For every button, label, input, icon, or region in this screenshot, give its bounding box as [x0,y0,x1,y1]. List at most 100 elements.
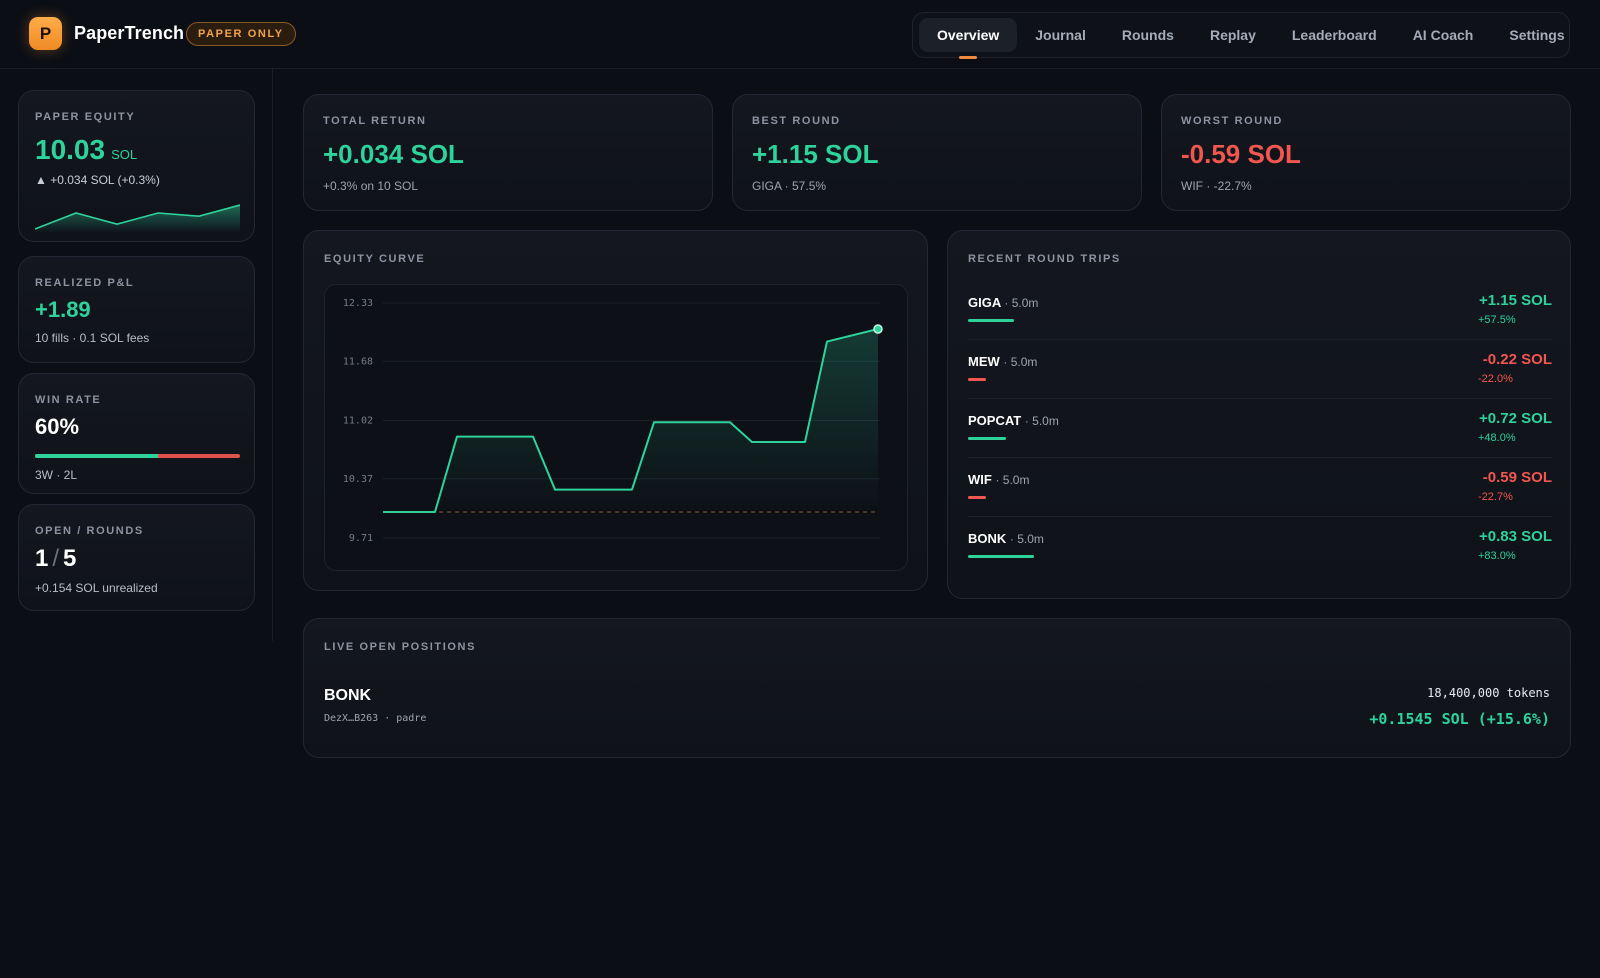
trip-duration: · 5.0m [1009,532,1044,546]
trip-duration: · 5.0m [1024,414,1059,428]
total-return-sub: +0.3% on 10 SOL [323,179,419,193]
nav-tab-label: Leaderboard [1291,27,1377,43]
trip-symbol: POPCAT · 5.0m [968,413,1059,428]
trip-symbol: GIGA · 5.0m [968,295,1038,310]
nav-tab-settings[interactable]: Settings [1491,18,1582,52]
live-open-positions-label: LIVE OPEN POSITIONS [324,641,477,653]
trip-duration: · 5.0m [995,473,1030,487]
nav-tab-overview[interactable]: Overview [919,18,1018,59]
y-tick-label: 10.37 [343,474,373,485]
y-tick-label: 11.02 [343,416,373,427]
open-rounds-value: 1/5 [35,545,76,573]
paper-equity-value: 10.03 SOL [35,134,137,166]
paper-equity-label: PAPER EQUITY [35,111,136,123]
equity-curve-chart[interactable]: 12.33 11.68 11.02 10.37 9.71 [324,284,908,571]
rounds-count: 5 [63,545,77,572]
nav-tab-replay[interactable]: Replay [1192,18,1274,52]
nav-tab-label: AI Coach [1412,27,1474,43]
worst-round-value: -0.59 SOL [1181,139,1301,169]
nav-tab-ai-coach[interactable]: AI Coach [1395,18,1492,52]
position-meta: DezX…B263 · padre [324,713,427,724]
best-round-card: BEST ROUND +1.15 SOL GIGA · 57.5% [732,94,1142,211]
nav-tab-label: Overview [937,27,1000,43]
trip-pnl: -0.22 SOL [1482,351,1552,368]
position-tokens: 18,400,000 tokens [1427,686,1550,700]
sparkline-line [35,204,240,230]
trip-symbol: MEW · 5.0m [968,354,1037,369]
trip-row[interactable]: MEW · 5.0m -0.22 SOL -22.0% [968,340,1552,399]
trip-symbol-name: GIGA [968,295,1001,310]
win-rate-sub: 3W · 2L [35,468,78,482]
realized-pnl-card: REALIZED P&L +1.89 10 fills · 0.1 SOL fe… [18,256,255,363]
equity-area [383,329,878,512]
realized-pnl-label: REALIZED P&L [35,277,135,289]
y-tick-label: 12.33 [343,298,373,309]
trip-duration: · 5.0m [1003,355,1038,369]
trip-pct: +83.0% [1478,550,1516,562]
total-return-value: +0.034 SOL [323,139,464,169]
trip-pct: -22.0% [1478,373,1513,385]
recent-round-trips-label: RECENT ROUND TRIPS [968,253,1121,265]
win-rate-label: WIN RATE [35,394,102,406]
paper-equity-change: ▲ +0.034 SOL (+0.3%) [35,173,160,187]
trip-pct: +57.5% [1478,314,1516,326]
nav-tab-journal[interactable]: Journal [1017,18,1104,52]
trip-row[interactable]: BONK · 5.0m +0.83 SOL +83.0% [968,517,1552,576]
trip-symbol-name: POPCAT [968,413,1022,428]
y-tick-label: 9.71 [349,533,373,544]
win-rate-bar [35,454,240,458]
realized-pnl-sub: 10 fills · 0.1 SOL fees [35,331,150,345]
main-nav: Overview Journal Rounds Replay Leaderboard AI… [912,12,1570,59]
sidebar-divider [272,69,273,641]
y-tick-label: 11.68 [343,356,373,367]
total-return-card: TOTAL RETURN +0.034 SOL +0.3% on 10 SOL [303,94,713,211]
win-rate-value: 60% [35,414,80,439]
trip-pnl: +0.83 SOL [1479,528,1552,545]
nav-tab-label: Journal [1035,27,1086,43]
live-open-positions-card: LIVE OPEN POSITIONS BONK DezX…B263 · pad… [303,618,1571,758]
win-rate-bar-fill [35,454,158,458]
brand-name: PaperTrench [74,23,185,43]
equity-sparkline [35,204,240,233]
position-symbol[interactable]: BONK [324,687,372,704]
trip-pnl-bar [968,378,986,381]
nav-tab-label: Settings [1509,27,1565,43]
open-rounds-card: OPEN / ROUNDS 1/5 +0.154 SOL unrealized [18,504,255,611]
trip-symbol-name: WIF [968,472,992,487]
best-round-value: +1.15 SOL [752,139,879,169]
nav-tab-label: Rounds [1121,27,1174,43]
paper-equity-number: 10.03 [35,134,106,165]
trip-symbol-name: MEW [968,354,1000,369]
trip-pnl-bar [968,555,1035,558]
paper-equity-unit: SOL [111,147,138,162]
trip-duration: · 5.0m [1004,296,1039,310]
trip-pnl-bar [968,319,1014,322]
equity-endpoint[interactable] [873,324,883,334]
open-rounds-slash: / [52,545,60,572]
paper-equity-card: PAPER EQUITY 10.03 SOL ▲ +0.034 SOL (+0.3… [18,90,255,242]
app-logo[interactable]: P [29,17,62,50]
worst-round-label: WORST ROUND [1181,115,1283,127]
trip-symbol: BONK · 5.0m [968,531,1044,546]
trip-pct: +48.0% [1478,432,1516,444]
top-bar: P PaperTrench PAPER ONLY Overview Journal… [0,0,1600,69]
nav-tab-rounds[interactable]: Rounds [1104,18,1192,52]
best-round-label: BEST ROUND [752,115,841,127]
active-tab-indicator [959,56,978,59]
trip-row[interactable]: POPCAT · 5.0m +0.72 SOL +48.0% [968,399,1552,458]
trip-symbol-name: BONK [968,531,1007,546]
equity-curve-label: EQUITY CURVE [324,253,426,265]
trip-row[interactable]: GIGA · 5.0m +1.15 SOL +57.5% [968,281,1552,340]
realized-pnl-value: +1.89 [35,297,91,322]
equity-curve-card: EQUITY CURVE 12.33 11.68 11.02 10.37 9.71 [303,230,928,591]
open-count: 1 [35,545,49,572]
trip-pnl-bar [968,496,987,499]
trip-pct: -22.7% [1478,491,1513,503]
nav-tab-leaderboard[interactable]: Leaderboard [1274,18,1395,52]
trip-pnl: +0.72 SOL [1479,410,1552,427]
trip-row[interactable]: WIF · 5.0m -0.59 SOL -22.7% [968,458,1552,517]
best-round-sub: GIGA · 57.5% [752,179,827,193]
total-return-label: TOTAL RETURN [323,115,427,127]
trip-pnl-bar [968,437,1007,440]
trip-pnl: -0.59 SOL [1482,469,1552,486]
